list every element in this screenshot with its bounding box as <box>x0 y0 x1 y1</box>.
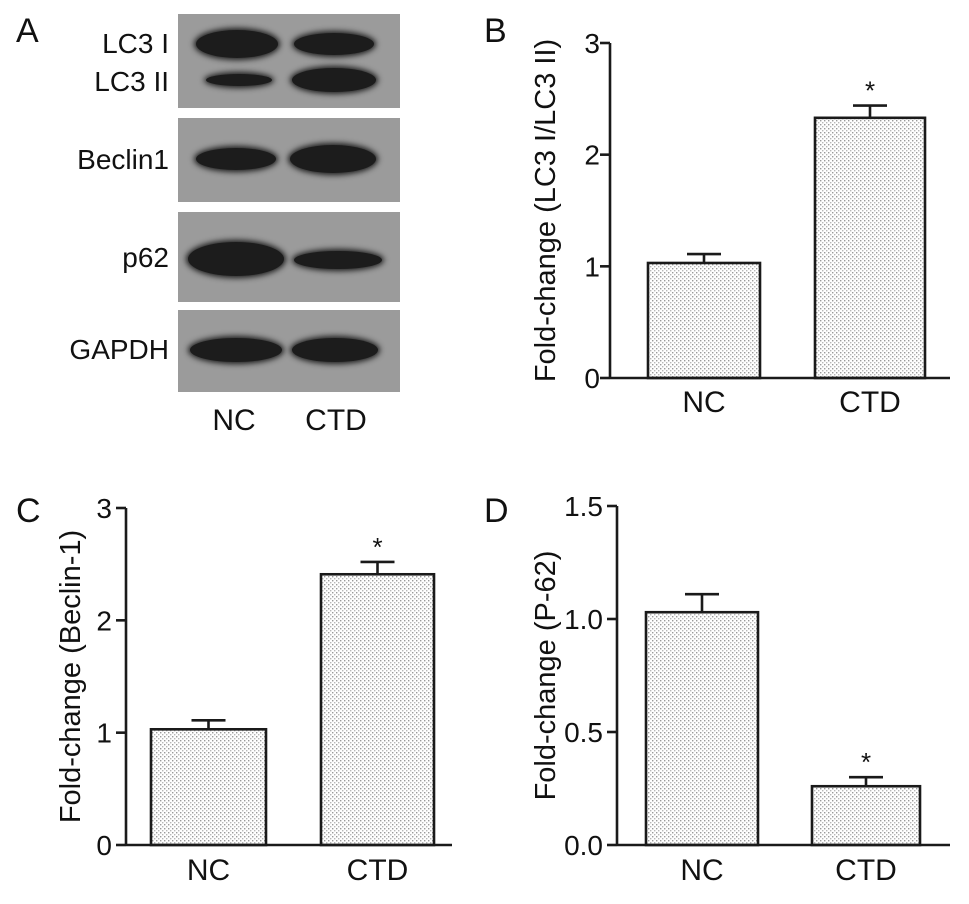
blot-band-gapdh-ctd <box>292 338 378 362</box>
bar-c-nc <box>149 727 268 847</box>
chart-b: NC * CTD 0 1 2 3 Fold-change (LC3 I/LC3 II) <box>530 28 950 419</box>
blot-label-p62: p62 <box>122 242 169 273</box>
x-tick-label-d-ctd: CTD <box>835 854 897 887</box>
bar-b-nc <box>646 261 762 380</box>
blot-label-gapdh: GAPDH <box>69 334 169 365</box>
y-tick-label-d: 1.5 <box>564 491 603 522</box>
blot-label-lc3i: LC3 I <box>102 28 169 59</box>
blot-label-beclin1: Beclin1 <box>77 144 169 175</box>
y-tick-label-d: 0.5 <box>564 717 603 748</box>
y-axis-label-c: Fold-change (Beclin-1) <box>55 530 87 823</box>
blot-band-p62-ctd <box>294 251 382 269</box>
blot-lane-ctd: CTD <box>305 404 367 437</box>
blot-strip-beclin1 <box>178 118 400 202</box>
y-tick-label-d: 0.0 <box>564 830 603 861</box>
blot-strip-lc3 <box>178 14 400 108</box>
y-axis-label-d: Fold-change (P-62) <box>530 551 562 801</box>
y-tick-label-c: 1 <box>96 718 112 749</box>
blot-label-lc3ii: LC3 II <box>94 66 169 97</box>
bar-d-nc <box>644 610 760 847</box>
bar-b-ctd <box>813 116 927 380</box>
x-tick-label-c-ctd: CTD <box>347 854 409 887</box>
y-axis-label-b: Fold-change (LC3 I/LC3 II) <box>530 39 562 382</box>
y-tick-label-b: 2 <box>584 140 600 171</box>
y-tick-label-b: 3 <box>584 28 600 59</box>
significance-mark-d-ctd: * <box>861 747 871 777</box>
x-tick-label-b-ctd: CTD <box>839 386 901 419</box>
y-tick-label-c: 3 <box>96 493 112 524</box>
blot-strip-gapdh <box>178 310 400 392</box>
y-tick-label-b: 1 <box>584 251 600 282</box>
panel-label-a: A <box>16 12 39 50</box>
blot-band-lc3i-nc <box>196 30 278 58</box>
blot-lane-nc: NC <box>212 404 256 437</box>
significance-mark-c-ctd: * <box>372 532 382 562</box>
x-tick-label-d-nc: NC <box>680 854 723 887</box>
blot-band-lc3ii-ctd <box>292 68 376 92</box>
blot-band-lc3ii-nc <box>206 74 272 86</box>
panel-label-c: C <box>16 492 41 530</box>
blot-strip-p62 <box>178 212 400 302</box>
panel-label-b: B <box>484 12 507 50</box>
blot-band-p62-nc <box>188 242 284 276</box>
bar-c-ctd <box>319 572 436 847</box>
panel-label-d: D <box>484 492 509 530</box>
y-tick-label-b: 0 <box>584 363 600 394</box>
chart-c: NC * CTD 0 1 2 3 Fold-change (Beclin-1) <box>55 493 452 887</box>
blot-band-beclin1-nc <box>196 148 276 170</box>
y-tick-label-c: 0 <box>96 830 112 861</box>
y-tick-label-d: 1.0 <box>564 604 603 635</box>
y-tick-label-c: 2 <box>96 605 112 636</box>
bar-d-ctd <box>810 784 922 847</box>
x-tick-label-c-nc: NC <box>187 854 230 887</box>
x-tick-label-b-nc: NC <box>682 386 725 419</box>
blot-band-beclin1-ctd <box>290 145 376 173</box>
blot-band-lc3i-ctd <box>294 33 374 55</box>
significance-mark-b-ctd: * <box>865 76 875 106</box>
blot-band-gapdh-nc <box>190 338 282 362</box>
